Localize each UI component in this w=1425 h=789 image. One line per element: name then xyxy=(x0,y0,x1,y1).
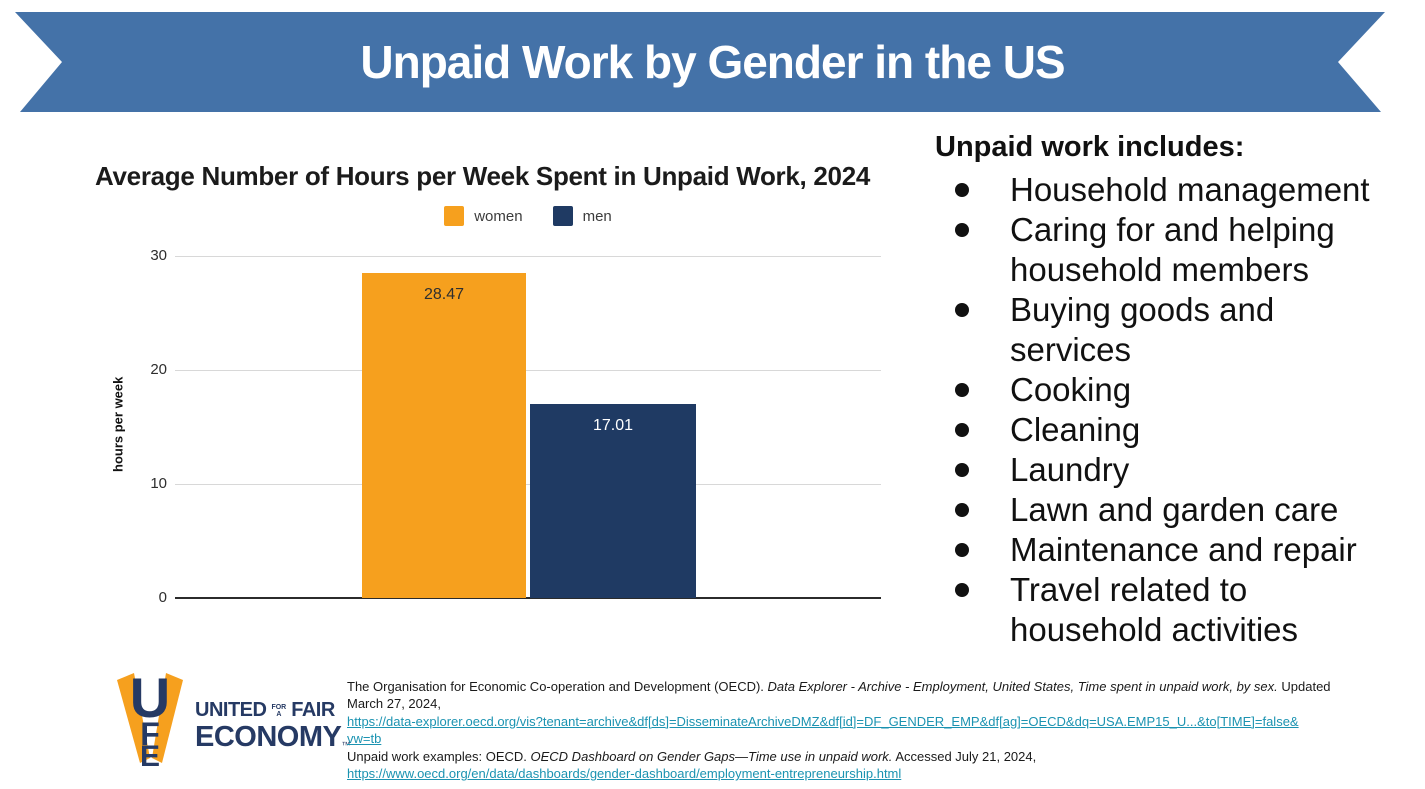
citation-text: The Organisation for Economic Co-operati… xyxy=(347,679,768,694)
citation-text: OECD Dashboard on Gender Gaps—Time use i… xyxy=(530,748,893,764)
list-item: Cleaning xyxy=(935,410,1405,450)
citation-line: https://data-explorer.oecd.org/vis?tenan… xyxy=(347,713,1425,730)
list-item: Caring for and helping household members xyxy=(935,210,1405,290)
bar-value-label: 28.47 xyxy=(423,286,465,304)
citation-line: March 27, 2024, xyxy=(347,695,1425,712)
gridline xyxy=(175,370,881,371)
y-axis-title: hours per week xyxy=(110,376,126,472)
bar-chart-plot-area: hours per week 0 10 20 30 28.47 17.01 xyxy=(111,247,881,606)
unpaid-work-list: Household management Caring for and helpi… xyxy=(935,170,1405,650)
gridline xyxy=(175,256,881,257)
list-item: Buying goods and services xyxy=(935,290,1405,370)
citation-block: The Organisation for Economic Co-operati… xyxy=(347,678,1425,782)
citation-line: vw=tb xyxy=(347,730,1425,747)
list-item: Cooking xyxy=(935,370,1405,410)
list-item: Laundry xyxy=(935,450,1405,490)
logo-letter-u: U xyxy=(130,670,170,729)
y-tick-label: 20 xyxy=(150,361,167,378)
bar-men: 17.01 xyxy=(530,404,696,598)
legend-swatch-women xyxy=(444,206,465,226)
logo-word-economy: ECONOMY xyxy=(195,721,342,753)
y-tick-label: 10 xyxy=(150,475,167,492)
legend-label: men xyxy=(582,207,612,225)
logo-word-for-a: FOR A xyxy=(271,704,286,718)
citation-text: Accessed July 21, 2024, xyxy=(892,748,1037,764)
chart-legend: women men xyxy=(175,206,881,226)
ribbon-shape xyxy=(15,12,1385,112)
bar-value-label: 17.01 xyxy=(592,417,634,435)
list-item: Maintenance and repair xyxy=(935,530,1405,570)
panel-heading: Unpaid work includes: xyxy=(935,131,1245,163)
citation-text: March 27, 2024, xyxy=(347,696,441,712)
citation-link[interactable]: https://www.oecd.org/en/data/dashboards/… xyxy=(347,766,902,782)
logo-left-wedge xyxy=(117,673,150,763)
trademark-symbol: ™ xyxy=(341,740,351,750)
x-axis-line xyxy=(175,597,881,599)
logo-letter-f: F xyxy=(140,716,160,752)
legend-swatch-men xyxy=(552,206,573,226)
list-item: Lawn and garden care xyxy=(935,490,1405,530)
citation-line: The Organisation for Economic Co-operati… xyxy=(347,678,1425,695)
bar-women: 28.47 xyxy=(362,273,526,598)
gridline xyxy=(175,484,881,485)
logo-word-for: FOR xyxy=(271,703,287,711)
citation-link[interactable]: vw=tb xyxy=(347,731,382,747)
page-title: Unpaid Work by Gender in the US xyxy=(360,36,1065,88)
y-tick-label: 30 xyxy=(150,247,167,264)
citation-line: Unpaid work examples: OECD. OECD Dashboa… xyxy=(347,748,1425,765)
logo-word-fair: FAIR xyxy=(291,699,335,721)
list-item: Travel related to household activities xyxy=(935,570,1405,650)
logo-word-united: UNITED xyxy=(195,699,267,721)
citation-text: Updated xyxy=(1277,679,1331,694)
unpaid-work-panel: Unpaid work includes: Household manageme… xyxy=(935,131,1405,650)
chart-title: Average Number of Hours per Week Spent i… xyxy=(95,161,871,191)
ufe-logo: U F E UNITED FOR A FAIR ECONOMY ™ xyxy=(112,670,350,767)
legend-item-men: men xyxy=(552,206,612,226)
logo-wordmark: UNITED FOR A FAIR ECONOMY ™ xyxy=(195,699,350,752)
citation-line: https://www.oecd.org/en/data/dashboards/… xyxy=(347,765,1425,782)
citation-link[interactable]: https://data-explorer.oecd.org/vis?tenan… xyxy=(347,713,1299,729)
citation-text: Unpaid work examples: OECD. xyxy=(347,748,531,764)
logo-word-a: A xyxy=(276,710,282,718)
citation-text: Data Explorer - Archive - Employment, Un… xyxy=(767,679,1278,694)
logo-right-wedge xyxy=(152,673,183,763)
banner: Unpaid Work by Gender in the US xyxy=(0,12,1425,112)
legend-item-women: women xyxy=(444,206,523,226)
ufe-logo-mark-icon: U F E xyxy=(117,670,183,767)
y-tick-label: 0 xyxy=(158,589,167,606)
list-item: Household management xyxy=(935,170,1405,210)
legend-label: women xyxy=(474,207,523,225)
logo-letter-e: E xyxy=(140,740,160,767)
banner-ribbon xyxy=(15,12,1385,112)
